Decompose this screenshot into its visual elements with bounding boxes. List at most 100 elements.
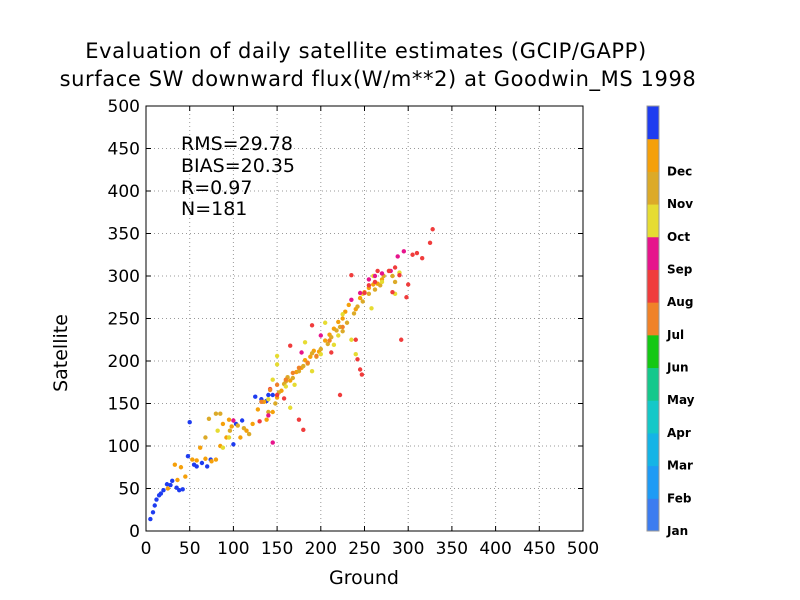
stat-bias: BIAS=20.35 [181, 155, 295, 177]
data-point-dec [154, 497, 159, 502]
data-point-jul [410, 252, 415, 257]
x-tick-label: 250 [348, 539, 380, 559]
colorbar-label: Jan [666, 524, 688, 538]
y-tick-label: 0 [129, 522, 140, 542]
data-point-nov [322, 338, 328, 343]
data-point-nov [270, 409, 275, 415]
data-point-jul [390, 289, 395, 295]
data-point-dec [170, 478, 175, 484]
data-point-sep [379, 279, 385, 285]
data-point-sep [331, 342, 337, 348]
data-point-dec [194, 464, 199, 469]
data-point-oct [296, 369, 302, 374]
colorbar-label: Sep [667, 262, 693, 276]
data-point-dec [180, 487, 185, 492]
data-point-sep [220, 445, 226, 450]
colorbar-segment [647, 334, 659, 369]
data-point-jul [430, 227, 435, 232]
data-point-dec [158, 491, 164, 496]
data-point-aug [372, 273, 378, 279]
data-point-aug [379, 271, 385, 276]
y-tick-label: 100 [108, 437, 140, 457]
data-point-jul [274, 392, 280, 398]
x-tick-label: 450 [523, 539, 555, 559]
data-point-sep [309, 369, 315, 374]
data-point-sep [215, 428, 220, 433]
data-point-oct [378, 283, 383, 288]
colorbar-segment [647, 171, 659, 205]
data-point-oct [218, 411, 223, 416]
data-point-jun [327, 338, 332, 343]
data-point-jun [290, 370, 296, 376]
data-point-jul [288, 343, 293, 348]
data-point-dec [204, 464, 210, 469]
data-point-jul [353, 337, 358, 342]
data-point-dec [148, 516, 153, 522]
data-point-dec [150, 510, 156, 515]
data-point-sep [283, 384, 289, 389]
data-point-sep [336, 333, 341, 338]
grid-lines [146, 106, 583, 531]
data-point-jul [399, 337, 404, 342]
y-tick-label: 150 [108, 395, 140, 415]
y-tick-label: 350 [108, 225, 140, 245]
data-point-oct [213, 411, 219, 416]
data-point-nov [220, 421, 226, 427]
data-point-aug [266, 413, 271, 418]
data-point-nov [336, 319, 341, 325]
data-point-nov [194, 458, 199, 463]
colorbar-frame [646, 105, 660, 532]
colorbar-label: Mar [667, 459, 693, 473]
data-point-nov [250, 421, 255, 427]
data-point-sep [266, 397, 271, 402]
data-point-oct [392, 279, 398, 285]
data-point-aug [349, 297, 354, 302]
y-tick-label: 50 [118, 480, 140, 500]
data-point-nov [197, 445, 203, 450]
y-tick-label: 200 [108, 352, 140, 372]
data-point-dec [231, 442, 236, 447]
y-tick-label: 400 [108, 182, 140, 202]
data-point-oct [334, 328, 339, 333]
colorbar-label: May [667, 393, 695, 407]
data-point-jul [359, 372, 365, 377]
data-point-nov [255, 407, 261, 412]
data-point-nov [183, 474, 188, 479]
data-point-nov [357, 295, 363, 301]
stat-r: R=0.97 [181, 177, 252, 199]
colorbar-segment [647, 498, 659, 532]
data-point-nov [172, 462, 178, 467]
data-point-nov [340, 316, 345, 321]
data-point-dec [266, 392, 271, 398]
data-point-sep [369, 306, 374, 311]
data-point-dec [253, 394, 258, 399]
data-point-jul [309, 323, 315, 328]
data-point-jun [305, 360, 310, 365]
data-point-dec [185, 454, 191, 459]
data-point-sep [302, 340, 308, 345]
data-point-jul [414, 250, 420, 256]
data-point-aug [401, 249, 407, 254]
data-point-aug [395, 254, 400, 259]
data-point-dec [270, 392, 275, 398]
data-point-oct [372, 287, 378, 292]
month-colorbar: Jan Feb Mar Apr May Jun Jul Aug Sep Oct Nov Dec [646, 105, 695, 538]
y-axis-label: Satellite [50, 314, 72, 392]
data-point-oct [241, 425, 247, 431]
data-point-jul [357, 367, 363, 372]
data-point-sep [353, 352, 358, 357]
y-tick-labels: 0 50 100 150 200 250 300 350 400 450 500 [108, 97, 140, 542]
data-point-nov [175, 477, 180, 483]
data-point-nov [346, 302, 351, 308]
data-point-oct [246, 431, 252, 437]
data-point-jul [355, 357, 360, 362]
data-point-jul [386, 268, 392, 274]
data-point-jun [296, 365, 302, 370]
y-tick-label: 500 [108, 97, 140, 117]
data-point-dec [177, 488, 182, 493]
colorbar-segment [647, 432, 659, 467]
data-point-nov [213, 457, 219, 462]
data-point-aug [366, 277, 372, 282]
data-point-jun [274, 382, 280, 387]
data-point-dec [161, 488, 166, 493]
